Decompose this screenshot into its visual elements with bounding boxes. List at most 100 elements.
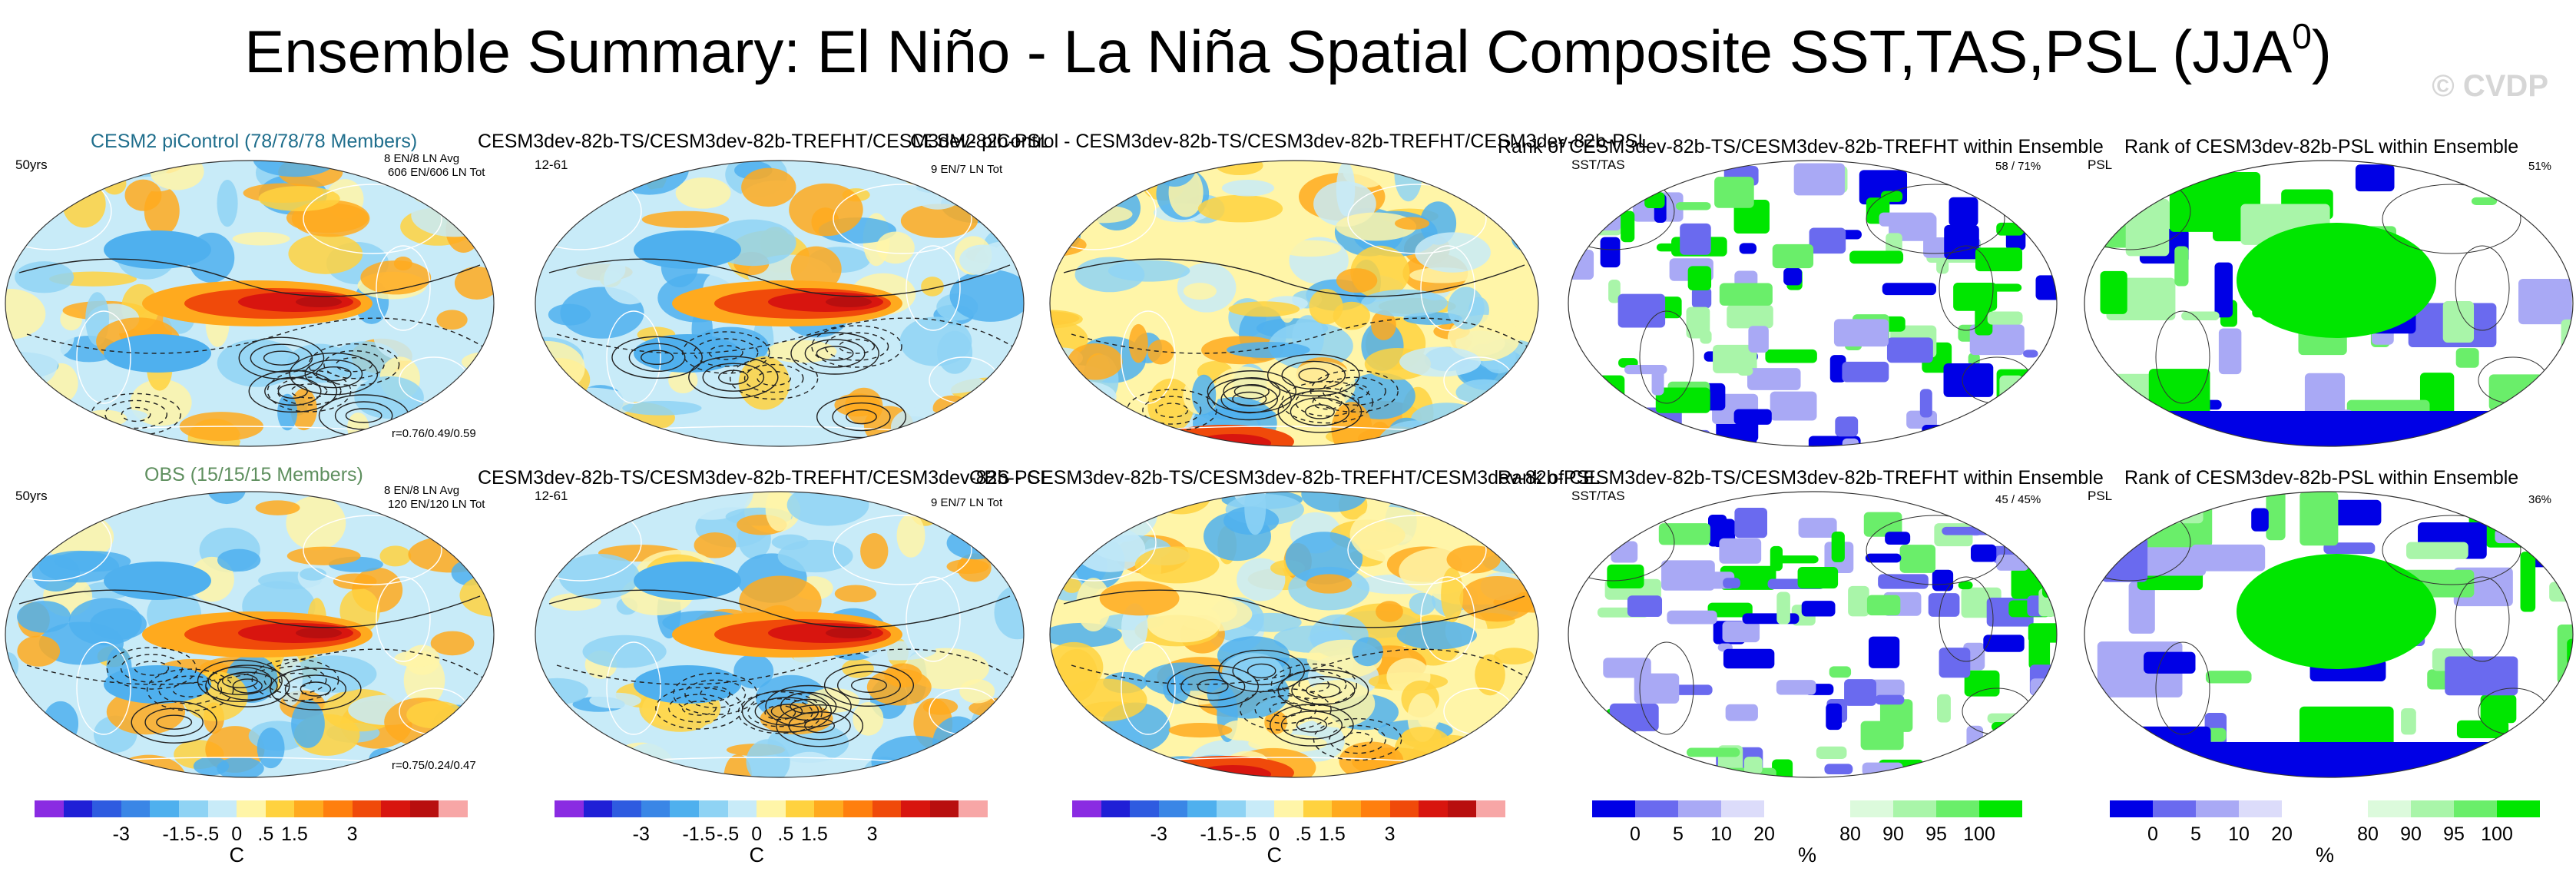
map-difference-r1c3	[1049, 160, 1539, 447]
colorbar-tick-label: .5	[257, 823, 274, 845]
colorbar-swatch	[207, 800, 237, 817]
colorbar-temp-1: -3 -1.5 -.5 0 .5 1.5 3 C	[35, 800, 468, 866]
colorbar-tick-label: 90	[1882, 823, 1904, 845]
panel-title-r1c1: CESM2 piControl (78/78/78 Members)	[91, 131, 418, 152]
colorbar-swatch	[179, 800, 208, 817]
colorbar-unit: C	[1266, 843, 1282, 866]
colorbar-swatch	[1764, 800, 1807, 817]
map-anomaly-r1c1	[5, 160, 495, 447]
colorbar-swatch	[2239, 800, 2282, 817]
panel-title-r1c4: Rank of CESM3dev-82b-TS/CESM3dev-82b-TRE…	[1498, 136, 2104, 157]
colorbar-swatch	[352, 800, 382, 817]
left-label-r2c4: SST/TAS	[1571, 489, 1625, 503]
colorbar-tick-label: 80	[2357, 823, 2379, 845]
panel-title-r2c2: CESM3dev-82b-TS/CESM3dev-82b-TREFHT/CESM…	[478, 467, 1051, 489]
colorbar-tick-label: 20	[1753, 823, 1775, 845]
colorbar-swatch	[1592, 800, 1635, 817]
colorbar-tick-label: 0	[1269, 823, 1280, 845]
right-top1-r1c4: 58 / 71%	[1995, 160, 2041, 173]
map-anomaly-r2c1	[5, 491, 495, 778]
colorbar-swatch	[2368, 800, 2411, 817]
colorbar-tick-label: 5	[2190, 823, 2201, 845]
colorbar-tick-label: 5	[1673, 823, 1684, 845]
colorbar-tick-label: -.5	[717, 823, 740, 845]
left-label-r1c2: 12-61	[535, 157, 568, 172]
colorbar-swatch	[1245, 800, 1275, 817]
colorbar-rank-2: 0 5 10 20 80 90 95 100%	[2110, 800, 2540, 866]
cvdp-watermark: © CVDP	[2432, 69, 2548, 103]
colorbar-swatch	[92, 800, 121, 817]
colorbar-swatch	[757, 800, 786, 817]
colorbar-tick-label: .5	[777, 823, 794, 845]
right-top1-r2c1: 8 EN/8 LN Avg	[384, 484, 460, 497]
colorbar-swatch	[1893, 800, 1936, 817]
colorbar-swatch	[1850, 800, 1893, 817]
panel-title-r2c3: OBS - CESM3dev-82b-TS/CESM3dev-82b-TREFH…	[969, 467, 1601, 489]
colorbar-swatch	[1130, 800, 1159, 817]
colorbar-tick-label: 100	[1963, 823, 1995, 845]
colorbar-temp-3: -3 -1.5 -.5 0 .5 1.5 3 C	[1072, 800, 1505, 866]
colorbar-swatch	[1361, 800, 1390, 817]
colorbar-tick-label: 0	[231, 823, 243, 845]
colorbar-swatch	[2497, 800, 2540, 817]
colorbar-tick-label: 90	[2400, 823, 2422, 845]
colorbar-swatch	[1807, 800, 1850, 817]
right-top1-r1c1: 8 EN/8 LN Avg	[384, 152, 460, 165]
colorbar-temp-2: -3 -1.5 -.5 0 .5 1.5 3 C	[555, 800, 988, 866]
colorbar-swatch	[2454, 800, 2497, 817]
map-rank-sst-r2c4	[1568, 491, 2058, 778]
colorbar-rank-1: 0 5 10 20 80 90 95 100%	[1592, 800, 2022, 866]
colorbar-swatch	[1389, 800, 1419, 817]
colorbar-swatch	[1187, 800, 1217, 817]
colorbar-swatch	[2282, 800, 2325, 817]
corr-r2c1: r=0.75/0.24/0.47	[392, 759, 476, 772]
colorbar-swatch	[555, 800, 584, 817]
left-label-r1c1: 50yrs	[15, 157, 48, 172]
colorbar-swatch	[1072, 800, 1101, 817]
colorbar-unit: C	[749, 843, 764, 866]
colorbar-swatch	[959, 800, 988, 817]
colorbar-swatch	[294, 800, 323, 817]
colorbar-swatch	[785, 800, 815, 817]
colorbar-swatch	[439, 800, 468, 817]
panel-title-r1c5: Rank of CESM3dev-82b-PSL within Ensemble	[2124, 136, 2519, 157]
colorbar-tick-label: -1.5	[682, 823, 716, 845]
colorbar-swatch	[150, 800, 179, 817]
right-top1-r1c2: 9 EN/7 LN Tot	[931, 163, 1003, 176]
colorbar-swatch	[237, 800, 266, 817]
colorbar-tick-label: 0	[1630, 823, 1641, 845]
colorbar-swatch	[1158, 800, 1188, 817]
panel-title-r2c4: Rank of CESM3dev-82b-TS/CESM3dev-82b-TRE…	[1498, 467, 2104, 489]
colorbar-tick-label: -.5	[197, 823, 220, 845]
colorbar-tick-label: 0	[2147, 823, 2158, 845]
colorbar-tick-label: -1.5	[1200, 823, 1233, 845]
map-difference-r2c3	[1049, 491, 1539, 778]
colorbar-swatch	[929, 800, 959, 817]
colorbar-swatch	[2411, 800, 2454, 817]
colorbar-tick-label: 100	[2481, 823, 2513, 845]
right-top2-r1c1: 606 EN/606 LN Tot	[388, 166, 485, 179]
colorbar-swatch	[1332, 800, 1361, 817]
colorbar-tick-label: .5	[1295, 823, 1312, 845]
colorbar-tick-label: 3	[866, 823, 878, 845]
right-top2-r2c1: 120 EN/120 LN Tot	[388, 498, 485, 511]
colorbar-unit: C	[229, 843, 244, 866]
colorbar-unit: %	[1797, 843, 1817, 866]
colorbar-swatch	[1303, 800, 1333, 817]
colorbar-tick-label: 95	[1925, 823, 1947, 845]
colorbar-swatch	[727, 800, 757, 817]
right-top1-r2c4: 45 / 45%	[1995, 493, 2041, 506]
colorbar-swatch	[612, 800, 641, 817]
colorbar-swatch	[409, 800, 439, 817]
colorbar-tick-label: 20	[2271, 823, 2293, 845]
panel-title-r1c3: CESM2 piControl - CESM3dev-82b-TS/CESM3d…	[910, 131, 1649, 152]
colorbar-tick-label: -3	[632, 823, 650, 845]
colorbar-swatch	[1217, 800, 1246, 817]
colorbar-tick-label: -.5	[1234, 823, 1257, 845]
colorbar-tick-label: 10	[1710, 823, 1732, 845]
colorbar-swatch	[699, 800, 728, 817]
colorbar-swatch	[121, 800, 151, 817]
colorbar-tick-label: 95	[2443, 823, 2465, 845]
left-label-r2c2: 12-61	[535, 489, 568, 503]
colorbar-tick-label: 3	[346, 823, 358, 845]
